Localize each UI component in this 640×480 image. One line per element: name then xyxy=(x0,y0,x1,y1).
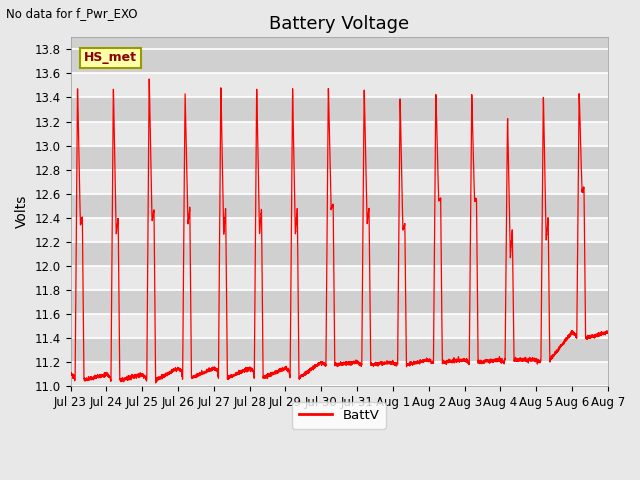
Title: Battery Voltage: Battery Voltage xyxy=(269,15,409,33)
Bar xyxy=(70,218,608,242)
Bar xyxy=(70,338,608,362)
Bar xyxy=(70,194,608,218)
Text: HS_met: HS_met xyxy=(84,51,137,64)
Bar xyxy=(70,170,608,194)
Bar xyxy=(70,97,608,121)
Bar xyxy=(70,73,608,97)
Y-axis label: Volts: Volts xyxy=(15,195,29,228)
Bar xyxy=(70,145,608,170)
Bar xyxy=(70,314,608,338)
Bar xyxy=(70,362,608,386)
Bar xyxy=(70,266,608,290)
Bar xyxy=(70,49,608,73)
Text: No data for f_Pwr_EXO: No data for f_Pwr_EXO xyxy=(6,7,138,20)
Bar xyxy=(70,242,608,266)
Bar xyxy=(70,121,608,145)
Bar xyxy=(70,290,608,314)
Legend: BattV: BattV xyxy=(292,402,386,429)
